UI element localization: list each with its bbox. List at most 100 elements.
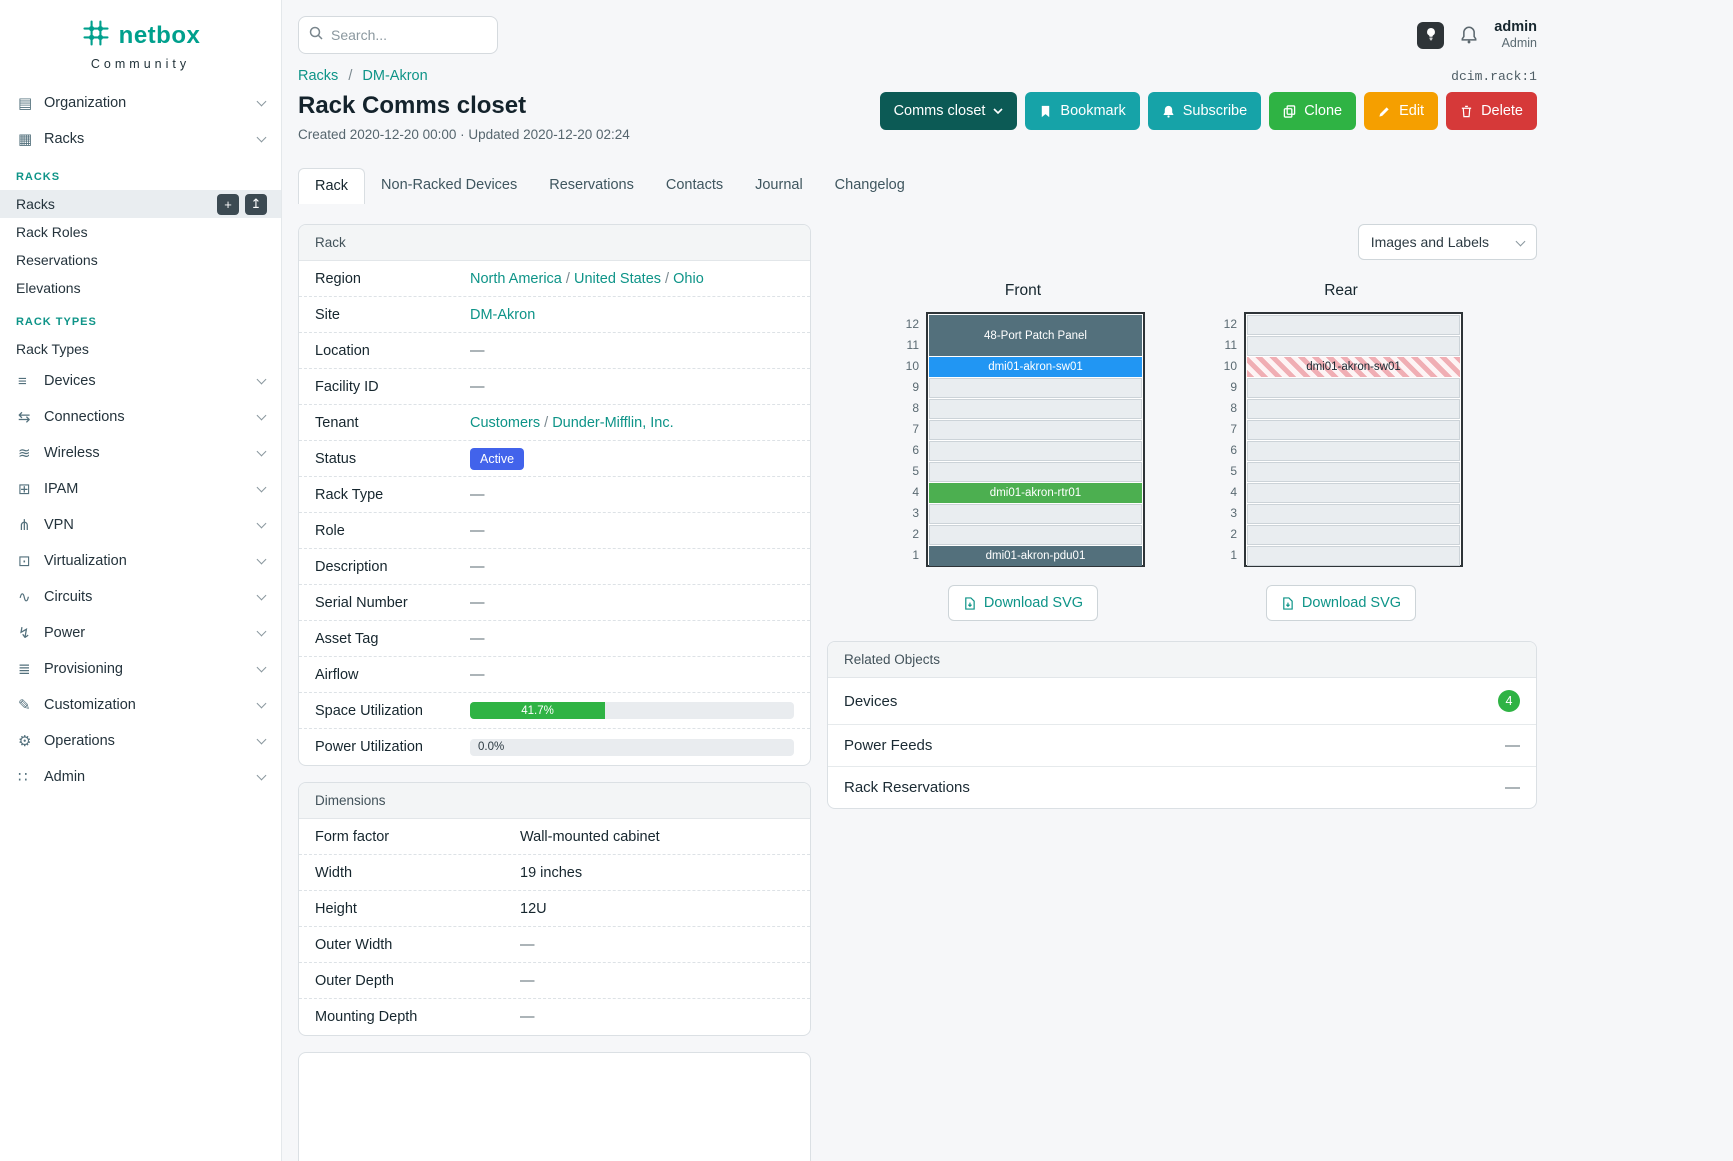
user-menu[interactable]: admin Admin bbox=[1494, 18, 1537, 52]
sidebar-item-connections[interactable]: ⇆ Connections bbox=[0, 399, 281, 435]
import-button[interactable]: ↥ bbox=[245, 193, 267, 215]
breadcrumb-site-link[interactable]: DM-Akron bbox=[362, 68, 428, 84]
link-ohio[interactable]: Ohio bbox=[673, 270, 704, 287]
tab-contacts[interactable]: Contacts bbox=[665, 177, 724, 193]
file-download-icon bbox=[1281, 596, 1294, 610]
user-name: admin bbox=[1494, 19, 1537, 36]
sidebar-item-admin[interactable]: ∷ Admin bbox=[0, 759, 281, 795]
search-input[interactable] bbox=[331, 27, 487, 43]
sidebar-group-heading: RACK TYPES bbox=[16, 316, 97, 328]
tab-non-racked-devices[interactable]: Non-Racked Devices bbox=[381, 177, 518, 193]
empty-value: — bbox=[470, 522, 485, 539]
rack-unit-slot[interactable] bbox=[1247, 336, 1460, 356]
link-customers[interactable]: Customers bbox=[470, 414, 541, 431]
delete-button[interactable]: Delete bbox=[1446, 92, 1537, 130]
rack-unit-slot[interactable] bbox=[1247, 546, 1460, 566]
clone-button[interactable]: Clone bbox=[1269, 92, 1357, 130]
unit-number: 12 bbox=[905, 317, 919, 331]
link-dunder-mifflin-inc[interactable]: Dunder-Mifflin, Inc. bbox=[552, 414, 674, 431]
field-value: — bbox=[520, 1009, 794, 1025]
sidebar-subitem-elevations[interactable]: Elevations bbox=[0, 274, 281, 302]
related-row-rack-reservations[interactable]: Rack Reservations — bbox=[828, 767, 1536, 808]
device-48-port-patch-panel[interactable]: 48-Port Patch Panel bbox=[929, 315, 1142, 356]
rack-unit-slot[interactable] bbox=[929, 441, 1142, 461]
link-north-america[interactable]: North America bbox=[470, 270, 562, 287]
sidebar-item-power[interactable]: ↯ Power bbox=[0, 615, 281, 651]
sidebar-item-customization[interactable]: ✎ Customization bbox=[0, 687, 281, 723]
sidebar-item-circuits[interactable]: ∿ Circuits bbox=[0, 579, 281, 615]
unit-number: 4 bbox=[1230, 485, 1237, 499]
link-united-states[interactable]: United States bbox=[573, 270, 662, 287]
field-label: Description bbox=[315, 558, 388, 575]
breadcrumb-racks-link[interactable]: Racks bbox=[298, 68, 339, 84]
sidebar-subitem-racks[interactable]: Racks + ↥ bbox=[0, 190, 281, 218]
rack-unit-slot[interactable] bbox=[1247, 483, 1460, 503]
link-dm-akron[interactable]: DM-Akron bbox=[470, 306, 536, 323]
subscribe-button[interactable]: Subscribe bbox=[1147, 92, 1262, 130]
rack-unit-slot[interactable] bbox=[929, 525, 1142, 545]
unit-number: 7 bbox=[912, 422, 919, 436]
wireless-icon: ≋ bbox=[18, 445, 31, 462]
page-title: Rack Comms closet bbox=[298, 92, 527, 119]
device-dmi01-akron-sw01[interactable]: dmi01-akron-sw01 bbox=[1247, 357, 1460, 377]
sidebar-item-organization[interactable]: ▤ Organization bbox=[0, 85, 281, 121]
sidebar-subitem-rack-roles[interactable]: Rack Roles bbox=[0, 218, 281, 246]
sidebar-item-virtualization[interactable]: ⊡ Virtualization bbox=[0, 543, 281, 579]
unit-numbers: 12 11 10 9 8 7 6 5 4 3 2 1 bbox=[901, 312, 919, 566]
sidebar-item-label: Operations bbox=[44, 733, 115, 749]
rack-unit-slot[interactable] bbox=[929, 378, 1142, 398]
rack-unit-slot[interactable] bbox=[1247, 525, 1460, 545]
download-svg-button[interactable]: Download SVG bbox=[1265, 585, 1417, 621]
tab-journal[interactable]: Journal bbox=[755, 177, 803, 193]
devices-icon: ≡ bbox=[18, 372, 27, 390]
brand[interactable]: netbox Community bbox=[0, 12, 281, 85]
field-label: Height bbox=[315, 900, 357, 917]
sidebar-item-racks[interactable]: ▦ Racks bbox=[0, 121, 281, 157]
related-row-devices[interactable]: Devices 4 bbox=[828, 678, 1536, 725]
add-button[interactable]: + bbox=[217, 193, 239, 215]
tab-reservations[interactable]: Reservations bbox=[549, 177, 634, 193]
notifications-bell-icon[interactable] bbox=[1460, 26, 1478, 44]
bookmark-button[interactable]: Bookmark bbox=[1025, 92, 1140, 130]
edit-button[interactable]: Edit bbox=[1364, 92, 1439, 130]
field-label: Region bbox=[315, 270, 361, 287]
sidebar-subitem-reservations[interactable]: Reservations bbox=[0, 246, 281, 274]
download-svg-button[interactable]: Download SVG bbox=[947, 585, 1099, 621]
device-dmi01-akron-rtr01[interactable]: dmi01-akron-rtr01 bbox=[929, 483, 1142, 503]
field-label: Width bbox=[315, 864, 353, 881]
sidebar-item-provisioning[interactable]: ≣ Provisioning bbox=[0, 651, 281, 687]
sidebar-item-operations[interactable]: ⚙ Operations bbox=[0, 723, 281, 759]
chevron-down-icon bbox=[256, 590, 267, 600]
related-row-power-feeds[interactable]: Power Feeds — bbox=[828, 725, 1536, 767]
rack-unit-slot[interactable] bbox=[929, 504, 1142, 524]
rack-unit-slot[interactable] bbox=[1247, 420, 1460, 440]
theme-toggle-button[interactable] bbox=[1417, 21, 1445, 49]
images-and-labels-select[interactable]: Images and Labels bbox=[1357, 224, 1537, 260]
rack-unit-slot[interactable] bbox=[929, 399, 1142, 419]
tab-changelog[interactable]: Changelog bbox=[834, 177, 905, 193]
device-dmi01-akron-pdu01[interactable]: dmi01-akron-pdu01 bbox=[929, 546, 1142, 566]
device-dmi01-akron-sw01[interactable]: dmi01-akron-sw01 bbox=[929, 357, 1142, 377]
field-row-site: Site DM-Akron bbox=[299, 297, 810, 333]
rack-unit-slot[interactable] bbox=[1247, 441, 1460, 461]
sidebar-subitem-rack-types[interactable]: Rack Types bbox=[0, 335, 281, 363]
rack-unit-slot[interactable] bbox=[1247, 315, 1460, 335]
unit-numbers: 12 11 10 9 8 7 6 5 4 3 2 1 bbox=[1219, 312, 1237, 566]
field-label: Power Utilization bbox=[315, 739, 423, 755]
sidebar-item-ipam[interactable]: ⊞ IPAM bbox=[0, 471, 281, 507]
sidebar-item-wireless[interactable]: ≋ Wireless bbox=[0, 435, 281, 471]
tab-rack[interactable]: Rack bbox=[298, 168, 366, 204]
rack-unit-slot[interactable] bbox=[1247, 462, 1460, 482]
rack-unit-slot[interactable] bbox=[1247, 504, 1460, 524]
rack-unit-slot[interactable] bbox=[929, 420, 1142, 440]
unit-number: 3 bbox=[1230, 506, 1237, 520]
comms-closet-dropdown[interactable]: Comms closet bbox=[879, 92, 1018, 130]
rack-unit-slot[interactable] bbox=[1247, 399, 1460, 419]
sidebar-item-devices[interactable]: ≡ Devices bbox=[0, 363, 281, 399]
unit-number: 1 bbox=[912, 548, 919, 562]
rack-unit-slot[interactable] bbox=[1247, 378, 1460, 398]
rack-unit-slot[interactable] bbox=[929, 462, 1142, 482]
sidebar-item-vpn[interactable]: ⋔ VPN bbox=[0, 507, 281, 543]
field-value: — bbox=[470, 559, 794, 575]
search-box[interactable] bbox=[298, 16, 498, 54]
